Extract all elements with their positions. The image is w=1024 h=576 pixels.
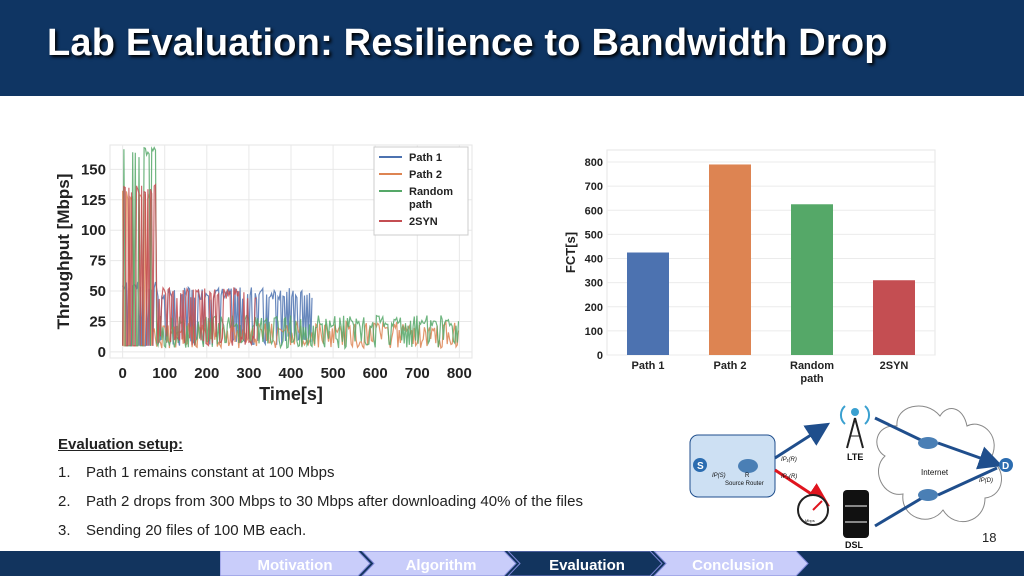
bar xyxy=(627,252,669,355)
legend-label: Path 2 xyxy=(409,169,442,181)
bar xyxy=(873,280,915,355)
x-tick-label: 2SYN xyxy=(880,360,909,372)
y-tick-label: 800 xyxy=(585,157,603,169)
x-tick-label: 300 xyxy=(236,365,261,382)
svg-text:D: D xyxy=(1002,461,1009,472)
router-icon xyxy=(738,459,758,473)
bar xyxy=(791,204,833,355)
y-tick-label: 400 xyxy=(585,254,603,266)
y-tick-label: 75 xyxy=(89,253,106,270)
svg-text:S: S xyxy=(697,461,704,472)
lte-tower-icon xyxy=(839,405,871,449)
network-diagram: Internet S R IP(S) Source Router IP₁(R) … xyxy=(689,405,1013,550)
svg-text:IP(D): IP(D) xyxy=(979,478,993,484)
nav-tab-motivation xyxy=(220,551,371,576)
speedometer-icon xyxy=(797,494,829,526)
svg-text:Source Router: Source Router xyxy=(725,481,764,487)
x-tick-label: 0 xyxy=(118,365,126,382)
x-tick-label: 200 xyxy=(194,365,219,382)
x-tick-label: Path 1 xyxy=(631,360,664,372)
evaluation-setup: Evaluation setup: 1. Path 1 remains const… xyxy=(58,436,583,552)
x-tick-label: 800 xyxy=(447,365,472,382)
y-tick-label: 0 xyxy=(597,350,603,362)
legend-label: path xyxy=(409,199,433,211)
nav-tab-label: Evaluation xyxy=(549,557,625,574)
dsl-server-icon xyxy=(843,490,869,538)
setup-title: Evaluation setup: xyxy=(58,436,184,453)
y-tick-label: 0 xyxy=(98,344,106,361)
y-tick-label: 200 xyxy=(585,302,603,314)
bar xyxy=(709,164,751,355)
y-tick-label: 100 xyxy=(81,222,106,239)
internet-cloud-icon xyxy=(876,405,1002,522)
y-tick-label: 300 xyxy=(585,278,603,290)
setup-item: 2. Path 2 drops from 300 Mbps to 30 Mbps … xyxy=(58,493,583,510)
y-tick-label: 500 xyxy=(585,229,603,241)
svg-text:LTE: LTE xyxy=(847,452,863,462)
setup-item: 1. Path 1 remains constant at 100 Mbps xyxy=(58,464,335,481)
y-tick-label: 100 xyxy=(585,326,603,338)
slide-title: Lab Evaluation: Resilience to Bandwidth … xyxy=(47,22,888,64)
svg-text:IP₂(R): IP₂(R) xyxy=(781,474,797,480)
legend-label: 2SYN xyxy=(409,216,438,228)
y-tick-label: 600 xyxy=(585,205,603,217)
x-tick-label: path xyxy=(800,373,824,385)
destination-node-icon xyxy=(999,458,1013,472)
y-tick-label: 125 xyxy=(81,192,106,209)
nav-tab-evaluation xyxy=(507,551,663,576)
setup-item: 3. Sending 20 files of 100 MB each. xyxy=(58,522,307,539)
svg-text:IP₁(R): IP₁(R) xyxy=(781,457,797,463)
y-tick-label: 50 xyxy=(89,283,106,300)
x-axis-label: Time[s] xyxy=(259,384,323,404)
y-tick-label: 700 xyxy=(585,181,603,193)
x-tick-label: 400 xyxy=(278,365,303,382)
x-tick-label: Random xyxy=(790,360,834,372)
x-tick-label: 100 xyxy=(152,365,177,382)
svg-text:DSL: DSL xyxy=(845,540,864,550)
nav-tab-label: Motivation xyxy=(258,557,333,574)
internet-label: Internet xyxy=(921,468,949,477)
source-router-box xyxy=(689,434,776,498)
internet-router-icon xyxy=(918,489,938,501)
svg-text:IP(S): IP(S) xyxy=(712,473,726,479)
svg-text:R: R xyxy=(745,473,750,479)
x-tick-label: 600 xyxy=(363,365,388,382)
nav-tab-label: Algorithm xyxy=(406,557,477,574)
nav-tab-label: Conclusion xyxy=(692,557,774,574)
series-line xyxy=(122,183,257,347)
internet-router-icon xyxy=(918,437,938,449)
y-axis-label: Throughput [Mbps] xyxy=(54,174,73,330)
x-tick-label: 500 xyxy=(321,365,346,382)
header-bar xyxy=(0,0,1024,96)
x-tick-label: Path 2 xyxy=(713,360,746,372)
nav-tab-conclusion xyxy=(653,551,809,576)
fct-bar-chart: 0 100 200 300 400 500 600 700 800 FCT[s] Path 1 Pat… xyxy=(563,149,936,385)
x-tick-label: 700 xyxy=(405,365,430,382)
series-line xyxy=(122,281,313,347)
nav-tab-algorithm xyxy=(361,551,517,576)
svg-text:Mbps: Mbps xyxy=(805,518,815,523)
page-number: 18 xyxy=(982,530,997,545)
y-tick-label: 25 xyxy=(89,313,106,330)
source-node-icon xyxy=(693,458,707,472)
legend-label: Path 1 xyxy=(409,152,442,164)
section-nav: Motivation Algorithm Evaluation Conclusion xyxy=(220,551,809,576)
throughput-line-chart: 0 100 200 300 400 500 600 700 800 0 25 50 75 100 125 15… xyxy=(54,144,473,404)
legend-label: Random xyxy=(409,186,453,198)
y-axis-label: FCT[s] xyxy=(563,232,578,273)
y-tick-label: 150 xyxy=(81,161,106,178)
